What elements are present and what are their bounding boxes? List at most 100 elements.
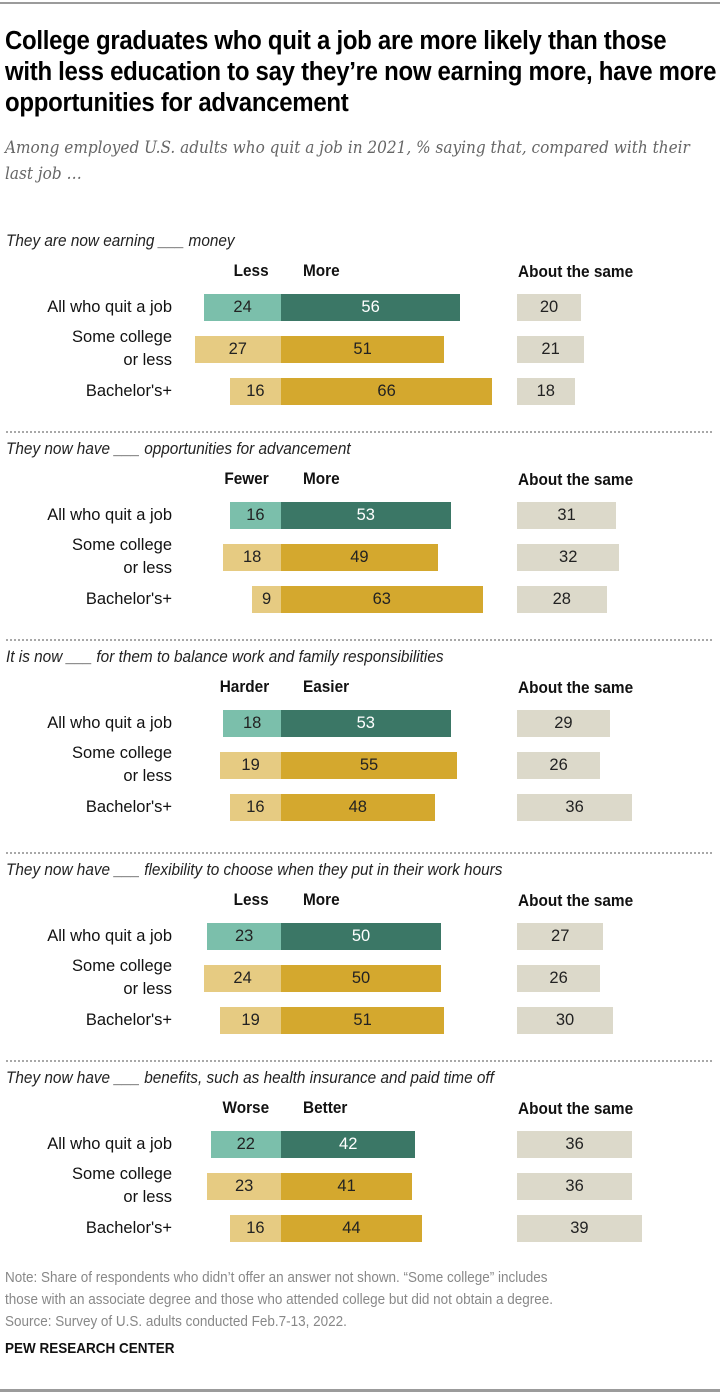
top-rule — [0, 2, 720, 4]
chart-panel: They now have ___ flexibility to choose … — [0, 861, 720, 1061]
chart-title: College graduates who quit a job are mor… — [5, 27, 717, 117]
bar-negative: 24 — [204, 294, 281, 321]
bar-positive: 48 — [281, 794, 435, 821]
same-column-header: About the same — [518, 679, 634, 697]
bar-positive: 53 — [281, 502, 451, 529]
bar-same: 36 — [517, 794, 633, 821]
row-label-line: All who quit a job — [47, 927, 172, 945]
bar-negative: 23 — [207, 1173, 281, 1200]
row-label-line: Bachelor's+ — [85, 1219, 172, 1237]
bar-same: 36 — [517, 1131, 633, 1158]
bar-positive: 42 — [281, 1131, 416, 1158]
bottom-rule — [0, 1389, 720, 1392]
bar-same: 21 — [517, 336, 585, 363]
bar-same: 30 — [517, 1007, 613, 1034]
bar-positive: 63 — [281, 586, 483, 613]
bar-same: 26 — [517, 752, 601, 779]
row-label: Bachelor's+ — [86, 380, 172, 403]
panel-separator — [6, 852, 712, 854]
row-label-line: Bachelor's+ — [85, 1011, 172, 1029]
row-label-line: Some college — [72, 328, 172, 346]
panel-separator — [6, 1060, 712, 1062]
bar-negative: 18 — [223, 544, 281, 571]
source-line: Source: Survey of U.S. adults conducted … — [5, 1314, 347, 1330]
pos-column-header: More — [303, 262, 340, 280]
note-line-2: those with an associate degree and those… — [5, 1292, 554, 1308]
row-label-line: Some college — [72, 1165, 172, 1183]
row-label-line: Bachelor's+ — [85, 798, 172, 816]
row-label: All who quit a job — [47, 296, 172, 319]
same-column-header: About the same — [518, 892, 634, 910]
bar-same: 18 — [517, 378, 575, 405]
bar-same: 31 — [517, 502, 617, 529]
row-label-line: All who quit a job — [47, 506, 172, 524]
bar-positive: 50 — [281, 965, 441, 992]
row-label: Bachelor's+ — [86, 796, 172, 819]
bar-positive: 49 — [281, 544, 438, 571]
bar-positive: 55 — [281, 752, 457, 779]
row-label-line: or less — [123, 1188, 172, 1206]
row-label-line: or less — [123, 767, 172, 785]
panel-separator — [6, 431, 712, 433]
same-column-header: About the same — [518, 1100, 634, 1118]
row-label: Some college or less — [72, 955, 172, 1001]
chart-subtitle: Among employed U.S. adults who quit a jo… — [5, 138, 690, 184]
neg-column-header: Fewer — [224, 470, 269, 488]
bar-negative: 16 — [229, 378, 281, 405]
row-label-line: Some college — [72, 744, 172, 762]
chart-panel: They now have ___ opportunities for adva… — [0, 440, 720, 640]
pos-column-header: Easier — [303, 678, 350, 696]
row-label: Some college or less — [72, 1163, 172, 1209]
row-label: Some college or less — [72, 326, 172, 372]
row-label-line: or less — [123, 559, 172, 577]
bar-negative: 16 — [229, 502, 281, 529]
row-label: All who quit a job — [47, 504, 172, 527]
row-label: All who quit a job — [47, 1133, 172, 1156]
row-label-line: All who quit a job — [47, 714, 172, 732]
bar-positive: 41 — [281, 1173, 413, 1200]
bar-same: 29 — [517, 710, 610, 737]
row-label: Bachelor's+ — [86, 1217, 172, 1240]
row-label-line: Bachelor's+ — [85, 590, 172, 608]
neg-column-header: Less — [234, 262, 269, 280]
pos-column-header: More — [303, 891, 340, 909]
bar-same: 32 — [517, 544, 620, 571]
bar-positive: 66 — [281, 378, 493, 405]
bar-negative: 16 — [229, 794, 281, 821]
panel-separator — [6, 639, 712, 641]
row-label-line: or less — [123, 980, 172, 998]
bar-positive: 56 — [281, 294, 461, 321]
bar-negative: 19 — [220, 752, 281, 779]
same-column-header: About the same — [518, 471, 634, 489]
row-label: Some college or less — [72, 534, 172, 580]
bar-same: 28 — [517, 586, 607, 613]
row-label: Some college or less — [72, 742, 172, 788]
bar-positive: 51 — [281, 336, 445, 363]
bar-negative: 27 — [194, 336, 281, 363]
row-label-line: Some college — [72, 957, 172, 975]
neg-column-header: Harder — [219, 678, 269, 696]
chart-panel: It is now ___ for them to balance work a… — [0, 648, 720, 848]
brand-logo-text: PEW RESEARCH CENTER — [5, 1340, 175, 1357]
pos-column-header: Better — [303, 1099, 348, 1117]
bar-negative: 24 — [204, 965, 281, 992]
bar-negative: 23 — [207, 923, 281, 950]
row-label: All who quit a job — [47, 925, 172, 948]
bar-same: 36 — [517, 1173, 633, 1200]
bar-positive: 51 — [281, 1007, 445, 1034]
bar-same: 27 — [517, 923, 604, 950]
row-label: All who quit a job — [47, 712, 172, 735]
bar-positive: 44 — [281, 1215, 422, 1242]
neg-column-header: Worse — [222, 1099, 269, 1117]
bar-same: 39 — [517, 1215, 642, 1242]
panel-question: They now have ___ benefits, such as heal… — [6, 1069, 494, 1087]
chart-panel: They now have ___ benefits, such as heal… — [0, 1069, 720, 1269]
bar-same: 20 — [517, 294, 581, 321]
neg-column-header: Less — [234, 891, 269, 909]
bar-negative: 16 — [229, 1215, 281, 1242]
row-label-line: or less — [123, 351, 172, 369]
chart-note: Note: Share of respondents who didn’t of… — [5, 1267, 553, 1333]
bar-negative: 22 — [210, 1131, 281, 1158]
pos-column-header: More — [303, 470, 340, 488]
bar-negative: 9 — [252, 586, 281, 613]
